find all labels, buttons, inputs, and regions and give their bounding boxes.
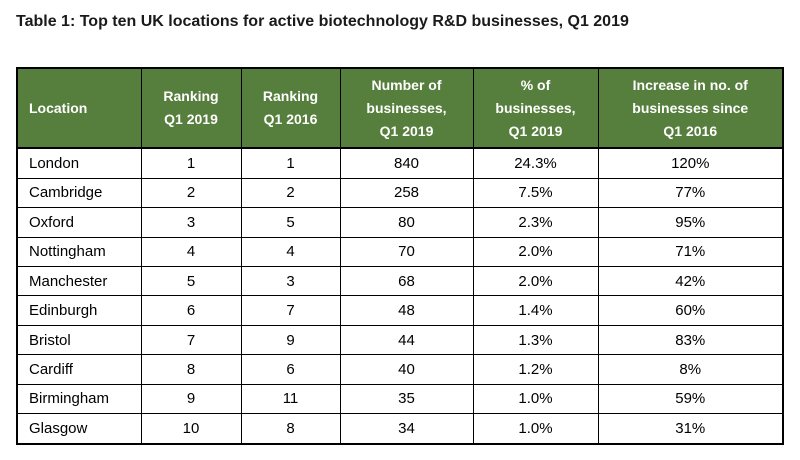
header-location: Location xyxy=(16,67,142,149)
cell-ranking-q1-2016: 11 xyxy=(240,383,341,415)
cell-ranking-q1-2016: 9 xyxy=(240,324,341,356)
cell-increase: 71% xyxy=(597,236,784,268)
cell-number-businesses: 40 xyxy=(339,354,474,385)
cell-location: Oxford xyxy=(16,207,142,238)
table-row: Edinburgh 6 7 48 1.4% 60% xyxy=(16,295,784,326)
cell-ranking-q1-2019: 3 xyxy=(140,207,242,238)
page-title: Table 1: Top ten UK locations for active… xyxy=(16,13,629,30)
cell-number-businesses: 35 xyxy=(339,383,474,415)
table-row: Glasgow 10 8 34 1.0% 31% xyxy=(16,413,784,445)
header-increase: Increase in no. of businesses since Q1 2… xyxy=(597,67,784,149)
cell-increase: 120% xyxy=(597,147,784,179)
cell-number-businesses: 258 xyxy=(339,177,474,209)
cell-ranking-q1-2016: 3 xyxy=(240,266,341,297)
cell-number-businesses: 68 xyxy=(339,266,474,297)
cell-ranking-q1-2019: 10 xyxy=(140,413,242,445)
cell-number-businesses: 44 xyxy=(339,324,474,356)
cell-location: Birmingham xyxy=(16,383,142,415)
cell-location: Manchester xyxy=(16,266,142,297)
cell-increase: 60% xyxy=(597,295,784,326)
cell-location: Glasgow xyxy=(16,413,142,445)
cell-increase: 59% xyxy=(597,383,784,415)
cell-number-businesses: 70 xyxy=(339,236,474,268)
cell-number-businesses: 34 xyxy=(339,413,474,445)
cell-location: London xyxy=(16,147,142,179)
cell-percent-businesses: 2.3% xyxy=(472,207,599,238)
cell-location: Cardiff xyxy=(16,354,142,385)
table-row: London 1 1 840 24.3% 120% xyxy=(16,147,784,179)
table-row: Oxford 3 5 80 2.3% 95% xyxy=(16,207,784,238)
cell-ranking-q1-2019: 5 xyxy=(140,266,242,297)
table-row: Bristol 7 9 44 1.3% 83% xyxy=(16,324,784,356)
page: Table 1: Top ten UK locations for active… xyxy=(16,13,784,445)
header-ranking-q1-2016: Ranking Q1 2016 xyxy=(240,67,341,149)
table-row: Birmingham 9 11 35 1.0% 59% xyxy=(16,383,784,415)
cell-percent-businesses: 1.3% xyxy=(472,324,599,356)
cell-number-businesses: 48 xyxy=(339,295,474,326)
cell-ranking-q1-2016: 4 xyxy=(240,236,341,268)
table-row: Cardiff 8 6 40 1.2% 8% xyxy=(16,354,784,385)
table-row: Nottingham 4 4 70 2.0% 71% xyxy=(16,236,784,268)
cell-number-businesses: 840 xyxy=(339,147,474,179)
cell-location: Bristol xyxy=(16,324,142,356)
table-header-row: Location Ranking Q1 2019 Ranking Q1 2016… xyxy=(16,67,784,149)
cell-increase: 8% xyxy=(597,354,784,385)
table-row: Manchester 5 3 68 2.0% 42% xyxy=(16,266,784,297)
cell-percent-businesses: 2.0% xyxy=(472,266,599,297)
cell-ranking-q1-2016: 7 xyxy=(240,295,341,326)
cell-number-businesses: 80 xyxy=(339,207,474,238)
header-ranking-q1-2019: Ranking Q1 2019 xyxy=(140,67,242,149)
cell-ranking-q1-2019: 1 xyxy=(140,147,242,179)
cell-ranking-q1-2016: 6 xyxy=(240,354,341,385)
cell-percent-businesses: 2.0% xyxy=(472,236,599,268)
cell-ranking-q1-2019: 7 xyxy=(140,324,242,356)
cell-percent-businesses: 1.4% xyxy=(472,295,599,326)
cell-ranking-q1-2016: 2 xyxy=(240,177,341,209)
cell-percent-businesses: 7.5% xyxy=(472,177,599,209)
cell-increase: 31% xyxy=(597,413,784,445)
cell-increase: 83% xyxy=(597,324,784,356)
cell-percent-businesses: 1.2% xyxy=(472,354,599,385)
cell-percent-businesses: 1.0% xyxy=(472,383,599,415)
cell-ranking-q1-2019: 6 xyxy=(140,295,242,326)
cell-ranking-q1-2016: 5 xyxy=(240,207,341,238)
cell-increase: 77% xyxy=(597,177,784,209)
header-percent-businesses: % of businesses, Q1 2019 xyxy=(472,67,599,149)
cell-increase: 95% xyxy=(597,207,784,238)
cell-percent-businesses: 1.0% xyxy=(472,413,599,445)
cell-increase: 42% xyxy=(597,266,784,297)
cell-ranking-q1-2019: 8 xyxy=(140,354,242,385)
cell-ranking-q1-2016: 1 xyxy=(240,147,341,179)
cell-ranking-q1-2016: 8 xyxy=(240,413,341,445)
cell-location: Nottingham xyxy=(16,236,142,268)
cell-ranking-q1-2019: 4 xyxy=(140,236,242,268)
cell-location: Edinburgh xyxy=(16,295,142,326)
biotech-locations-table: Location Ranking Q1 2019 Ranking Q1 2016… xyxy=(16,67,784,445)
cell-ranking-q1-2019: 2 xyxy=(140,177,242,209)
cell-percent-businesses: 24.3% xyxy=(472,147,599,179)
cell-ranking-q1-2019: 9 xyxy=(140,383,242,415)
header-number-businesses: Number of businesses, Q1 2019 xyxy=(339,67,474,149)
cell-location: Cambridge xyxy=(16,177,142,209)
table-row: Cambridge 2 2 258 7.5% 77% xyxy=(16,177,784,209)
